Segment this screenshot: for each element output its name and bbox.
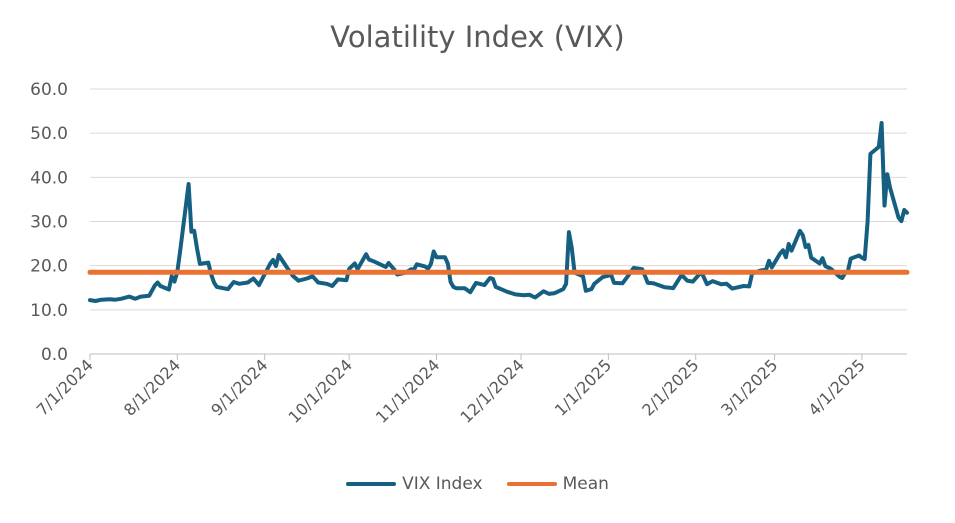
- legend-item-vix: VIX Index: [346, 474, 483, 494]
- y-tick-label: 60.0: [30, 80, 68, 100]
- series-line-vix: [88, 121, 909, 303]
- x-tick-label: 12/1/2024: [456, 355, 527, 426]
- legend-label-vix: VIX Index: [402, 474, 483, 494]
- y-tick-label: 40.0: [30, 168, 68, 188]
- x-tick-label: 1/1/2025: [551, 355, 615, 419]
- y-tick-label: 0.0: [41, 345, 68, 365]
- x-tick-label: 7/1/2024: [33, 355, 97, 419]
- legend: VIX Index Mean: [0, 474, 955, 494]
- y-tick-label: 20.0: [30, 257, 68, 277]
- x-tick-label: 10/1/2024: [285, 355, 356, 426]
- series-lines: [87, 121, 910, 303]
- y-tick-label: 10.0: [30, 301, 68, 321]
- legend-label-mean: Mean: [562, 474, 609, 494]
- x-axis: [89, 353, 907, 360]
- legend-swatch-mean: [506, 482, 557, 486]
- x-tick-label: 4/1/2025: [805, 355, 869, 419]
- chart-title: Volatility Index (VIX): [330, 20, 625, 54]
- gridlines: [90, 88, 907, 311]
- x-tick-label: 9/1/2024: [207, 355, 271, 419]
- x-tick-label: 11/1/2024: [372, 355, 443, 426]
- legend-swatch-vix: [346, 482, 397, 486]
- y-axis-labels: 0.0 10.0 20.0 30.0 40.0 50.0 60.0: [30, 80, 68, 365]
- legend-item-mean: Mean: [506, 474, 609, 494]
- x-axis-labels: 7/1/2024 8/1/2024 9/1/2024 10/1/2024 11/1/20…: [33, 355, 869, 426]
- x-tick-label: 2/1/2025: [638, 355, 702, 419]
- y-tick-label: 30.0: [30, 213, 68, 233]
- x-tick-label: 3/1/2025: [717, 355, 781, 419]
- y-tick-label: 50.0: [30, 124, 68, 144]
- x-tick-label: 8/1/2024: [120, 355, 184, 419]
